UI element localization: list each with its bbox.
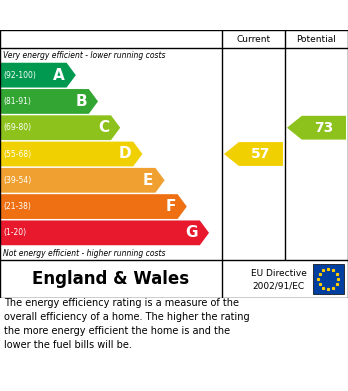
Text: Energy Efficiency Rating: Energy Efficiency Rating: [69, 7, 279, 23]
Text: F: F: [165, 199, 176, 214]
Polygon shape: [0, 142, 142, 167]
Text: Not energy efficient - higher running costs: Not energy efficient - higher running co…: [3, 249, 166, 258]
Polygon shape: [0, 115, 120, 140]
Text: EU Directive: EU Directive: [251, 269, 307, 278]
Text: (55-68): (55-68): [3, 149, 31, 158]
Text: Very energy efficient - lower running costs: Very energy efficient - lower running co…: [3, 50, 166, 59]
Text: 2002/91/EC: 2002/91/EC: [253, 282, 305, 291]
Polygon shape: [0, 221, 209, 245]
Text: A: A: [53, 68, 65, 83]
Text: (69-80): (69-80): [3, 123, 31, 132]
Text: C: C: [98, 120, 109, 135]
Polygon shape: [224, 142, 283, 166]
Text: (1-20): (1-20): [3, 228, 26, 237]
Polygon shape: [0, 194, 187, 219]
Text: E: E: [143, 173, 153, 188]
Text: D: D: [119, 147, 131, 161]
Text: B: B: [75, 94, 87, 109]
Text: Current: Current: [236, 34, 270, 43]
Polygon shape: [0, 168, 165, 193]
Text: (92-100): (92-100): [3, 71, 36, 80]
Text: (39-54): (39-54): [3, 176, 31, 185]
Text: 73: 73: [314, 121, 333, 135]
Text: G: G: [185, 225, 198, 240]
Text: (81-91): (81-91): [3, 97, 31, 106]
Text: (21-38): (21-38): [3, 202, 31, 211]
Text: 57: 57: [251, 147, 270, 161]
Text: England & Wales: England & Wales: [32, 270, 190, 288]
Bar: [313, 264, 344, 294]
Text: Potential: Potential: [296, 34, 337, 43]
Polygon shape: [0, 63, 76, 88]
Polygon shape: [0, 89, 98, 114]
Polygon shape: [287, 116, 346, 140]
Text: The energy efficiency rating is a measure of the
overall efficiency of a home. T: The energy efficiency rating is a measur…: [4, 298, 250, 350]
